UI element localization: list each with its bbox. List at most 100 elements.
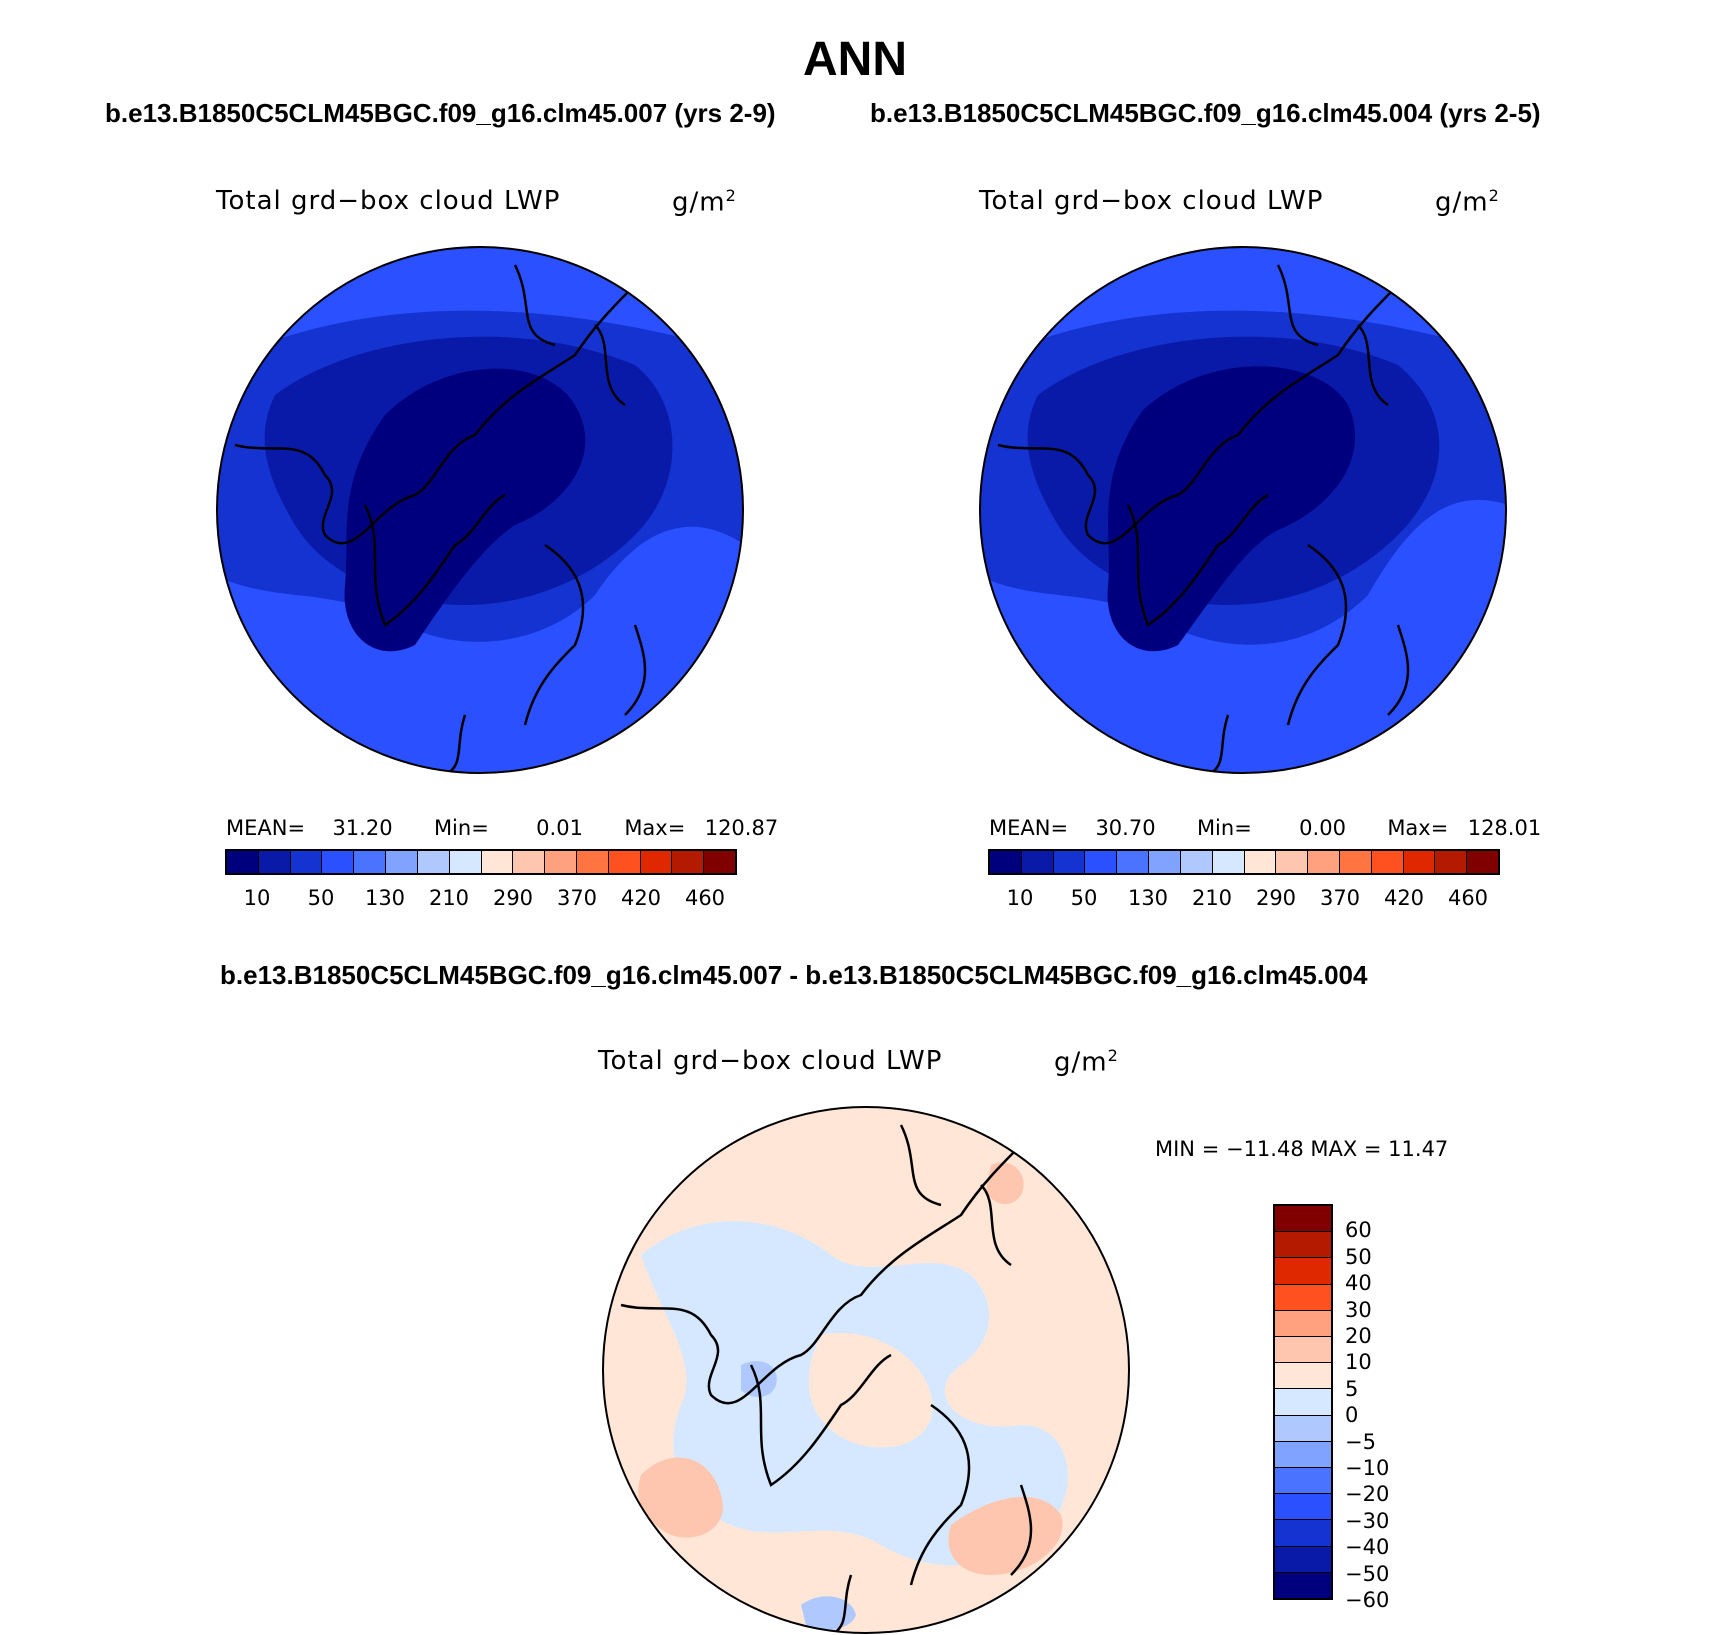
diff-units-exp: 2 [1107, 1046, 1119, 1065]
colorbar-tick-label: 5 [1345, 1376, 1359, 1401]
colorbar-tick-label: −40 [1345, 1535, 1390, 1560]
panel2-polar-map [979, 246, 1507, 774]
diff-variable-title: Total grd−box cloud LWP [598, 1046, 943, 1076]
panel2-min-label: Min= [1196, 816, 1252, 840]
diff-coastlines [620, 1124, 1033, 1633]
subtitle-right: b.e13.B1850C5CLM45BGC.f09_g16.clm45.004 … [870, 98, 1541, 128]
colorbar-tick-label: −30 [1345, 1508, 1390, 1533]
panel1-polar-map [216, 246, 744, 774]
colorbar-swatch [1275, 1415, 1331, 1442]
panel2-colorbar [988, 849, 1500, 875]
colorbar-tick-label: −10 [1345, 1456, 1390, 1480]
colorbar-swatch [1275, 1494, 1331, 1521]
colorbar-swatch [481, 851, 514, 873]
panel2-units-base: g/m [1435, 187, 1489, 218]
colorbar-swatch [1053, 851, 1086, 873]
colorbar-swatch [1275, 1206, 1331, 1233]
colorbar-tick-label: −20 [1345, 1482, 1390, 1507]
panel2-coastlines [997, 264, 1410, 773]
diff-units: g/m2 [1054, 1046, 1119, 1078]
panel2-units-exp: 2 [1488, 186, 1500, 205]
panel1-mean-label: MEAN= [226, 816, 306, 840]
colorbar-swatch [1275, 1520, 1331, 1547]
panel1-coastlines [234, 264, 647, 773]
panel1-variable-title: Total grd−box cloud LWP [216, 186, 561, 216]
subtitle-left: b.e13.B1850C5CLM45BGC.f09_g16.clm45.007 … [105, 98, 776, 128]
colorbar-swatch [1371, 851, 1404, 873]
colorbar-swatch [1180, 851, 1213, 873]
colorbar-swatch [1275, 1232, 1331, 1259]
colorbar-tick-label: 30 [1345, 1297, 1372, 1322]
page-title: ANN [803, 33, 907, 86]
colorbar-swatch [290, 851, 323, 873]
colorbar-swatch [1275, 1363, 1331, 1390]
colorbar-tick-label: 60 [1345, 1218, 1372, 1243]
diff-band-pos2-patch-a [638, 1457, 723, 1538]
subtitle-diff: b.e13.B1850C5CLM45BGC.f09_g16.clm45.007 … [220, 960, 1368, 990]
colorbar-swatch [672, 851, 705, 873]
colorbar-tick-label: 370 [556, 886, 598, 910]
colorbar-swatch [417, 851, 450, 873]
panel1-max-value: 120.87 [704, 816, 779, 840]
diff-colorbar [1273, 1204, 1333, 1600]
colorbar-tick-label: 50 [1070, 886, 1098, 910]
colorbar-tick-label: 130 [364, 886, 406, 910]
colorbar-tick-label: −50 [1345, 1561, 1390, 1586]
colorbar-swatch [1435, 851, 1468, 873]
colorbar-swatch [227, 851, 259, 873]
colorbar-swatch [1275, 1258, 1331, 1285]
colorbar-swatch [1275, 1284, 1331, 1311]
panel1-colorbar [225, 849, 737, 875]
colorbar-tick-label: 130 [1127, 886, 1169, 910]
colorbar-swatch [1275, 1468, 1331, 1495]
colorbar-swatch [258, 851, 291, 873]
panel1-units-base: g/m [672, 187, 726, 218]
panel2-band-deep [1107, 366, 1356, 652]
colorbar-tick-label: 10 [243, 886, 271, 910]
panel2-units: g/m2 [1435, 186, 1500, 218]
panel1-band-deep [344, 368, 586, 652]
colorbar-tick-label: 40 [1345, 1271, 1372, 1296]
colorbar-swatch [1244, 851, 1277, 873]
colorbar-tick-label: 420 [620, 886, 662, 910]
panel1-stats: MEAN= 31.20 Min= 0.01 Max= 120.87 [226, 816, 778, 840]
panel1-min-value: 0.01 [536, 816, 583, 840]
colorbar-swatch [354, 851, 387, 873]
colorbar-swatch [386, 851, 418, 873]
colorbar-tick-label: 370 [1319, 886, 1361, 910]
colorbar-swatch [1275, 1337, 1331, 1364]
colorbar-swatch [1275, 1441, 1331, 1469]
colorbar-swatch [704, 851, 735, 873]
colorbar-swatch [640, 851, 673, 873]
colorbar-swatch [990, 851, 1022, 873]
colorbar-swatch [1276, 851, 1309, 873]
colorbar-tick-label: 290 [492, 886, 534, 910]
colorbar-swatch [1308, 851, 1340, 873]
colorbar-tick-label: −5 [1345, 1429, 1376, 1454]
colorbar-swatch [322, 851, 355, 873]
colorbar-tick-label: −60 [1345, 1588, 1390, 1612]
colorbar-swatch [1275, 1310, 1331, 1338]
colorbar-tick-label: 50 [1345, 1244, 1372, 1269]
colorbar-swatch [1467, 851, 1498, 873]
colorbar-tick-label: 210 [1191, 886, 1233, 910]
panel2-mean-value: 30.70 [1095, 816, 1156, 840]
panel1-max-label: Max= [624, 816, 686, 840]
panel1-min-label: Min= [433, 816, 489, 840]
panel2-min-value: 0.00 [1299, 816, 1346, 840]
colorbar-swatch [545, 851, 577, 873]
panel2-variable-title: Total grd−box cloud LWP [979, 186, 1324, 216]
diff-band-pos-patch [808, 1333, 933, 1448]
diff-band-neg2-patch-a [741, 1361, 777, 1397]
colorbar-swatch [1403, 851, 1436, 873]
diff-units-base: g/m [1054, 1047, 1108, 1078]
colorbar-tick-label: 420 [1383, 886, 1425, 910]
colorbar-swatch [1149, 851, 1181, 873]
colorbar-swatch [1275, 1546, 1331, 1573]
diff-polar-map [602, 1106, 1130, 1634]
panel2-mean-label: MEAN= [989, 816, 1069, 840]
colorbar-swatch [513, 851, 546, 873]
colorbar-tick-label: 10 [1345, 1350, 1372, 1375]
panel2-colorbar-labels: 10 50 130 210 290 370 420 460 [988, 886, 1500, 912]
diff-minmax: MIN = −11.48 MAX = 11.47 [1155, 1137, 1449, 1161]
